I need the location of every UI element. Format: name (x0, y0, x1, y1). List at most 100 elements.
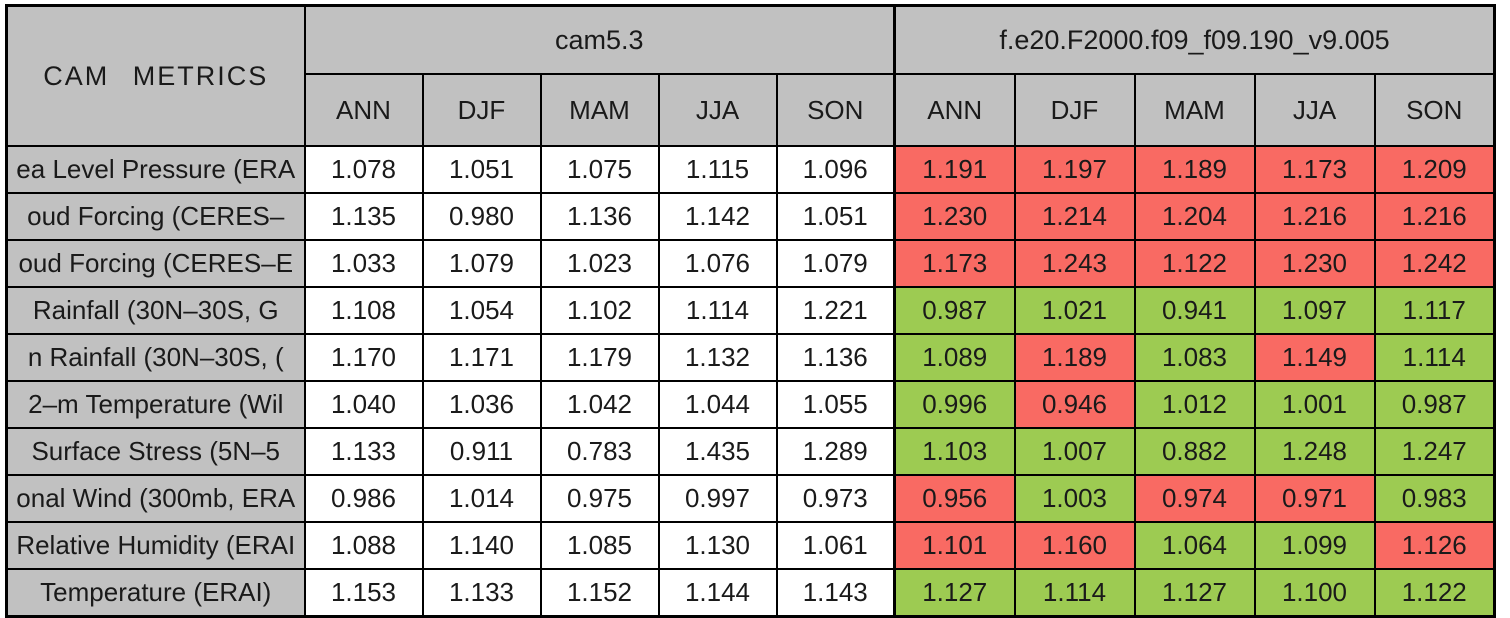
baseline-value-cell: 1.114 (657, 286, 778, 335)
test-value-cell: 1.149 (1253, 333, 1376, 382)
table-row: Surface Stress (5N–5 1.133 0.911 0.783 1.435… (5, 427, 1496, 476)
baseline-value-cell: 1.142 (657, 192, 778, 241)
season-header-baseline-jja: JJA (657, 73, 778, 147)
season-header-test-ann: ANN (893, 73, 1016, 147)
table-row: oud Forcing (CERES– 1.135 0.980 1.136 1.142 1… (5, 192, 1496, 241)
baseline-value-cell: 1.054 (421, 286, 542, 335)
baseline-value-cell: 1.171 (421, 333, 542, 382)
baseline-value-cell: 1.088 (303, 521, 424, 570)
metrics-table-wrap: CAM METRICS cam5.3 f.e20.F2000.f09_f09.1… (5, 4, 1496, 618)
test-value-cell: 1.001 (1253, 380, 1376, 429)
baseline-value-cell: 1.051 (775, 192, 896, 241)
metrics-table: CAM METRICS cam5.3 f.e20.F2000.f09_f09.1… (5, 4, 1496, 618)
baseline-value-cell: 1.133 (303, 427, 424, 476)
test-value-cell: 1.248 (1253, 427, 1376, 476)
test-value-cell: 1.197 (1013, 145, 1136, 194)
metric-label: Relative Humidity (ERAI (5, 521, 306, 570)
baseline-value-cell: 1.079 (775, 239, 896, 288)
test-value-cell: 1.173 (1253, 145, 1376, 194)
baseline-value-cell: 1.061 (775, 521, 896, 570)
test-value-cell: 1.122 (1373, 568, 1496, 618)
test-value-cell: 0.987 (893, 286, 1016, 335)
baseline-value-cell: 0.997 (657, 474, 778, 523)
baseline-value-cell: 0.975 (539, 474, 660, 523)
baseline-value-cell: 1.133 (421, 568, 542, 618)
test-value-cell: 1.189 (1013, 333, 1136, 382)
test-value-cell: 1.099 (1253, 521, 1376, 570)
baseline-value-cell: 1.153 (303, 568, 424, 618)
test-value-cell: 1.127 (893, 568, 1016, 618)
baseline-value-cell: 1.289 (775, 427, 896, 476)
baseline-value-cell: 1.108 (303, 286, 424, 335)
metric-label: oud Forcing (CERES–E (5, 239, 306, 288)
baseline-value-cell: 0.986 (303, 474, 424, 523)
baseline-value-cell: 1.044 (657, 380, 778, 429)
baseline-value-cell: 1.033 (303, 239, 424, 288)
test-value-cell: 1.242 (1373, 239, 1496, 288)
baseline-value-cell: 1.023 (539, 239, 660, 288)
baseline-value-cell: 1.096 (775, 145, 896, 194)
metric-label: Rainfall (30N–30S, G (5, 286, 306, 335)
table-row: oud Forcing (CERES–E 1.033 1.079 1.023 1.076… (5, 239, 1496, 288)
baseline-value-cell: 1.036 (421, 380, 542, 429)
test-value-cell: 1.012 (1133, 380, 1256, 429)
test-value-cell: 0.946 (1013, 380, 1136, 429)
baseline-value-cell: 1.152 (539, 568, 660, 618)
table-row: n Rainfall (30N–30S, (1.170 1.171 1.179 1.1… (5, 333, 1496, 382)
baseline-value-cell: 0.911 (421, 427, 542, 476)
test-value-cell: 1.230 (893, 192, 1016, 241)
baseline-value-cell: 1.132 (657, 333, 778, 382)
baseline-value-cell: 1.130 (657, 521, 778, 570)
table-row: 2–m Temperature (Wil 1.040 1.036 1.042 1.044… (5, 380, 1496, 429)
test-value-cell: 1.209 (1373, 145, 1496, 194)
season-header-baseline-ann: ANN (303, 73, 424, 147)
baseline-value-cell: 1.076 (657, 239, 778, 288)
season-header-baseline-djf: DJF (421, 73, 542, 147)
baseline-value-cell: 0.783 (539, 427, 660, 476)
test-value-cell: 1.100 (1253, 568, 1376, 618)
baseline-value-cell: 1.115 (657, 145, 778, 194)
test-value-cell: 1.007 (1013, 427, 1136, 476)
test-value-cell: 1.097 (1253, 286, 1376, 335)
test-value-cell: 0.974 (1133, 474, 1256, 523)
metric-label: 2–m Temperature (Wil (5, 380, 306, 429)
baseline-value-cell: 1.040 (303, 380, 424, 429)
baseline-value-cell: 1.136 (539, 192, 660, 241)
test-value-cell: 0.941 (1133, 286, 1256, 335)
test-value-cell: 1.160 (1013, 521, 1136, 570)
table-title: CAM METRICS (5, 4, 306, 147)
season-header-test-jja: JJA (1253, 73, 1376, 147)
table-row: Relative Humidity (ERAI 1.088 1.140 1.085 1.… (5, 521, 1496, 570)
test-value-cell: 1.230 (1253, 239, 1376, 288)
baseline-value-cell: 1.221 (775, 286, 896, 335)
test-value-cell: 1.127 (1133, 568, 1256, 618)
season-header-test-djf: DJF (1013, 73, 1136, 147)
test-value-cell: 1.173 (893, 239, 1016, 288)
baseline-value-cell: 1.102 (539, 286, 660, 335)
test-value-cell: 0.956 (893, 474, 1016, 523)
test-value-cell: 1.216 (1373, 192, 1496, 241)
test-value-cell: 1.189 (1133, 145, 1256, 194)
metric-label: oud Forcing (CERES– (5, 192, 306, 241)
metrics-table-body: ea Level Pressure (ERA 1.078 1.051 1.075 1.1… (5, 145, 1496, 618)
test-value-cell: 1.101 (893, 521, 1016, 570)
test-value-cell: 1.089 (893, 333, 1016, 382)
table-row: Rainfall (30N–30S, G 1.108 1.054 1.102 1.114… (5, 286, 1496, 335)
test-value-cell: 1.117 (1373, 286, 1496, 335)
baseline-value-cell: 1.136 (775, 333, 896, 382)
season-header-baseline-mam: MAM (539, 73, 660, 147)
group-header-baseline: cam5.3 (303, 4, 896, 75)
baseline-value-cell: 1.042 (539, 380, 660, 429)
baseline-value-cell: 0.973 (775, 474, 896, 523)
test-value-cell: 1.243 (1013, 239, 1136, 288)
baseline-value-cell: 1.085 (539, 521, 660, 570)
test-value-cell: 1.083 (1133, 333, 1256, 382)
test-value-cell: 0.996 (893, 380, 1016, 429)
test-value-cell: 1.122 (1133, 239, 1256, 288)
test-value-cell: 1.103 (893, 427, 1016, 476)
test-value-cell: 1.191 (893, 145, 1016, 194)
test-value-cell: 0.987 (1373, 380, 1496, 429)
test-value-cell: 1.064 (1133, 521, 1256, 570)
metric-label: ea Level Pressure (ERA (5, 145, 306, 194)
season-header-baseline-son: SON (775, 73, 896, 147)
